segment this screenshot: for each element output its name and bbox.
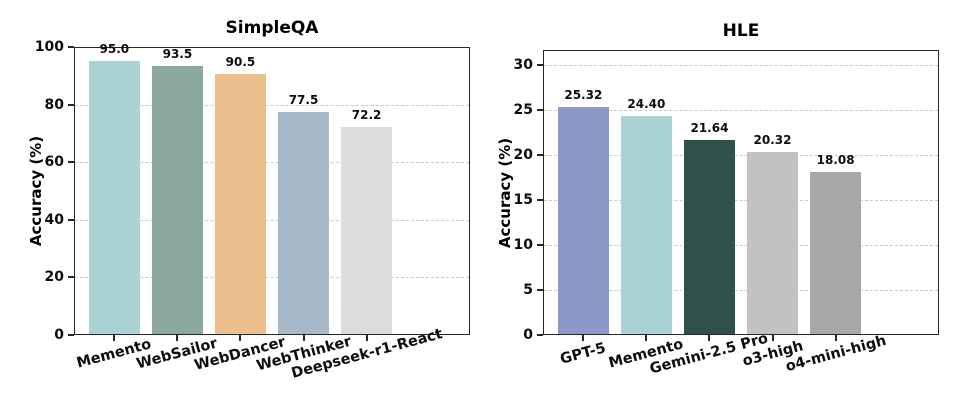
bar-value-label-gemini-2-5-pro: 21.64 — [690, 121, 729, 136]
plot-area-simpleqa — [74, 47, 470, 335]
y-tick-label: 20 — [513, 147, 533, 164]
x-tick-label-gpt-5: GPT-5 — [558, 340, 608, 368]
x-tick-mark — [113, 335, 116, 341]
y-tick-label: 80 — [44, 96, 64, 113]
y-tick-label: 25 — [513, 102, 533, 119]
y-tick-mark — [68, 218, 74, 221]
bar-deepseek-r1-react — [341, 127, 392, 335]
gridline-y-100 — [75, 47, 469, 48]
chart-title-hle: HLE — [722, 21, 760, 41]
x-tick-label-gemini-2-5-pro: Gemini-2.5 Pro — [648, 330, 771, 378]
y-tick-mark — [68, 276, 74, 279]
bar-value-label-memento: 24.40 — [627, 96, 666, 111]
y-tick-label: 100 — [34, 39, 64, 55]
gridline-y-80 — [75, 104, 469, 106]
gridline-y-20 — [544, 155, 938, 157]
gridline-y-5 — [544, 290, 938, 292]
bar-webdancer — [215, 74, 266, 335]
gridline-y-25 — [544, 110, 938, 112]
y-tick-mark — [537, 109, 543, 112]
y-axis-label-hle: Accuracy (%) — [496, 137, 514, 248]
bar-value-label-o4-mini-high: 18.08 — [816, 153, 855, 168]
bar-gemini-2-5-pro — [684, 140, 735, 335]
x-tick-mark — [582, 335, 585, 341]
plot-area-hle — [543, 50, 939, 335]
bar-value-label-webdancer: 90.5 — [225, 55, 256, 70]
y-tick-label: 20 — [44, 269, 64, 286]
x-tick-label-memento: Memento — [75, 336, 154, 372]
bar-value-label-websailor: 93.5 — [162, 46, 193, 61]
bar-gpt-5 — [558, 107, 609, 335]
y-tick-mark — [537, 154, 543, 157]
bar-value-label-webthinker: 77.5 — [288, 92, 319, 107]
y-tick-mark — [537, 199, 543, 202]
y-tick-mark — [68, 103, 74, 106]
bar-webthinker — [278, 111, 329, 335]
x-tick-mark — [645, 335, 648, 341]
bar-value-label-memento: 95.0 — [99, 42, 130, 57]
x-tick-mark — [365, 335, 368, 341]
x-tick-label-deepseek-r1-react: Deepseek-r1-React — [289, 326, 444, 382]
bar-memento — [89, 61, 140, 335]
chart-title-simpleqa: SimpleQA — [225, 18, 319, 38]
x-tick-mark — [708, 335, 711, 341]
y-tick-mark — [68, 46, 74, 48]
y-tick-mark — [537, 64, 543, 67]
x-tick-mark — [771, 335, 774, 341]
y-tick-label: 0 — [54, 327, 64, 343]
x-tick-label-o4-mini-high: o4-mini-high — [783, 332, 888, 376]
bar-value-label-o3-high: 20.32 — [753, 133, 792, 148]
y-tick-mark — [68, 161, 74, 164]
y-tick-label: 40 — [44, 211, 64, 228]
bar-o3-high — [747, 152, 798, 335]
gridline-y-40 — [75, 219, 469, 221]
bar-memento — [621, 115, 672, 335]
x-tick-mark — [176, 335, 179, 341]
y-tick-label: 5 — [523, 282, 533, 299]
bar-value-label-gpt-5: 25.32 — [564, 88, 603, 103]
x-tick-mark — [834, 335, 837, 341]
x-tick-label-webdancer: WebDancer — [193, 334, 288, 374]
y-axis-label-simpleqa: Accuracy (%) — [27, 135, 45, 247]
y-tick-label: 10 — [513, 237, 533, 254]
y-tick-label: 15 — [513, 192, 533, 209]
bar-o4-mini-high — [810, 172, 861, 335]
y-tick-mark — [68, 334, 74, 336]
x-tick-label-o3-high: o3-high — [740, 338, 805, 370]
gridline-y-15 — [544, 200, 938, 202]
y-tick-label: 60 — [44, 154, 64, 171]
y-tick-label: 0 — [523, 327, 533, 343]
bar-websailor — [152, 65, 203, 335]
x-tick-label-memento: Memento — [607, 336, 686, 372]
y-tick-mark — [537, 244, 543, 247]
gridline-y-20 — [75, 277, 469, 279]
gridline-y-10 — [544, 245, 938, 247]
gridline-y-30 — [544, 65, 938, 67]
y-tick-mark — [537, 334, 543, 336]
x-tick-label-websailor: WebSailor — [135, 335, 220, 373]
bar-value-label-deepseek-r1-react: 72.2 — [351, 108, 382, 123]
y-tick-mark — [537, 289, 543, 292]
x-tick-mark — [302, 335, 305, 341]
x-tick-mark — [239, 335, 242, 341]
gridline-y-60 — [75, 162, 469, 164]
y-tick-label: 30 — [513, 57, 533, 74]
x-tick-label-webthinker: WebThinker — [254, 333, 353, 375]
